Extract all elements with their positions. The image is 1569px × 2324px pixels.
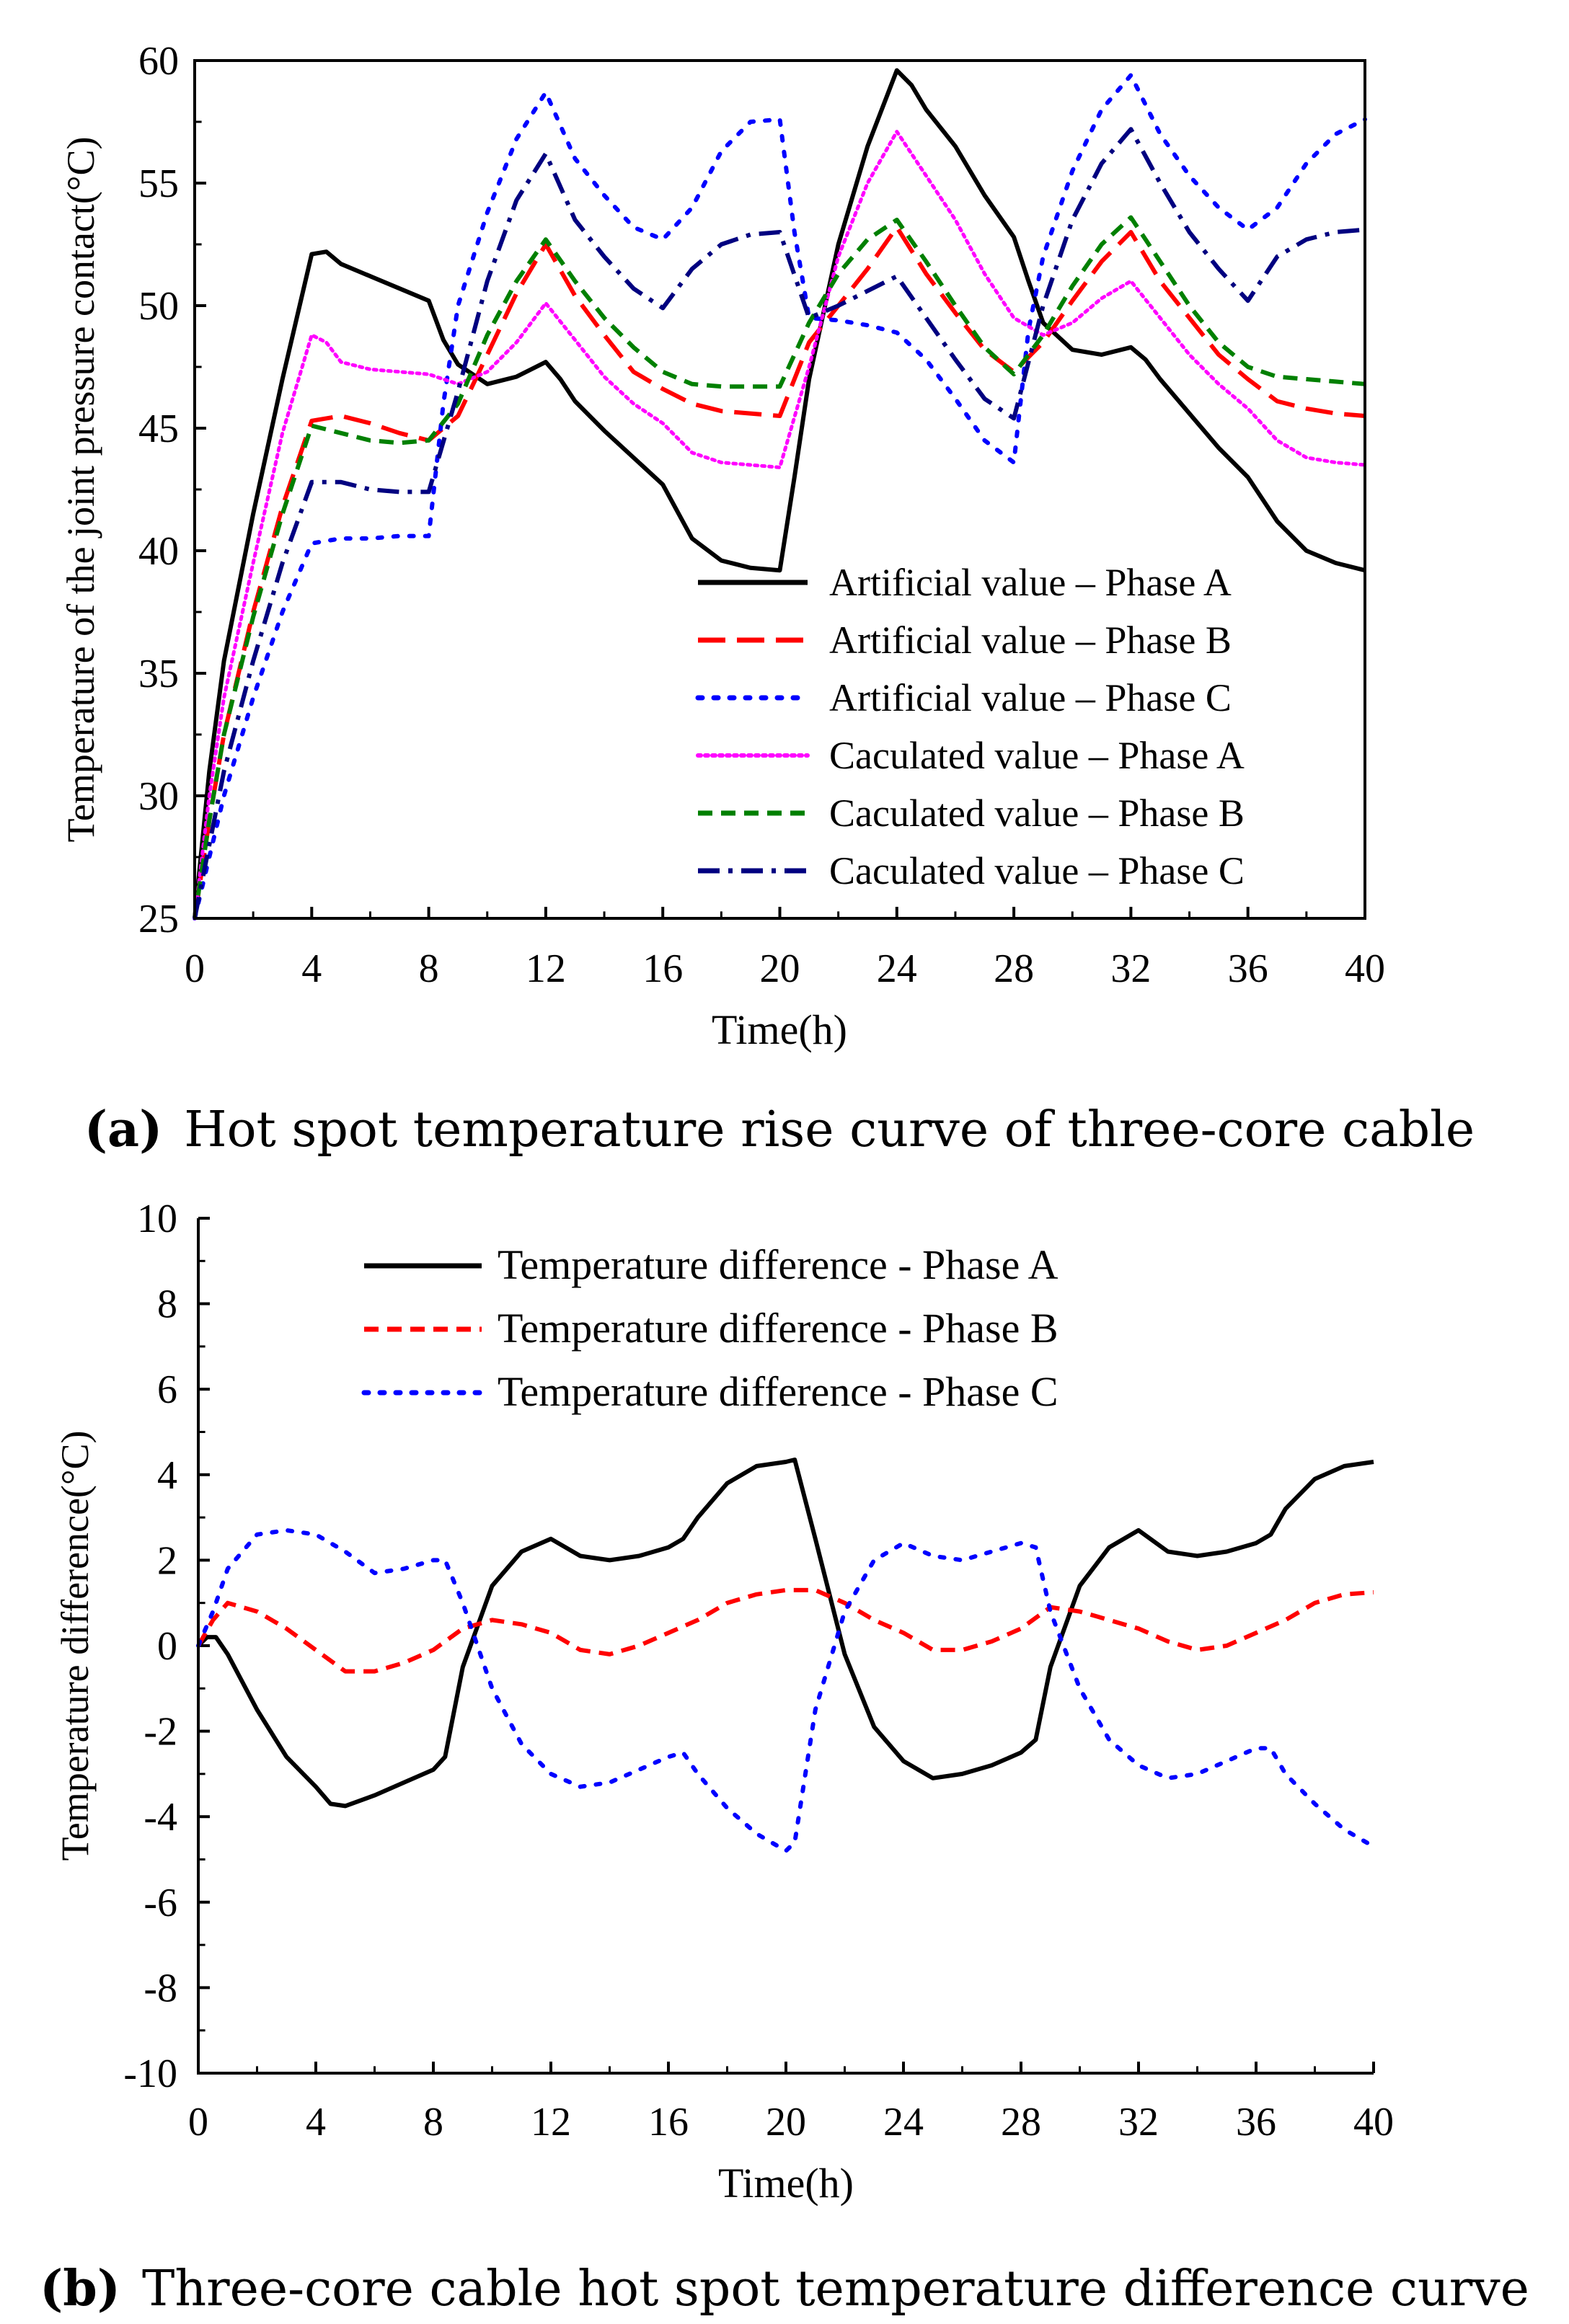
chart-b-caption-text: Three-core cable hot spot temperature di… [142, 2261, 1529, 2318]
chart-a-plot-frame [193, 59, 1366, 920]
series-line-6 [193, 127, 1366, 919]
legend-label: Temperature difference - Phase A [498, 1241, 1058, 1288]
chart-b-panel-label: (b) [40, 2260, 120, 2318]
legend-label: Artificial value – Phase A [829, 561, 1232, 604]
y-tick-label: 6 [157, 1367, 177, 1412]
y-tick-label: 25 [138, 897, 179, 941]
series-line-5 [193, 215, 1366, 919]
chart-a: 0 4 8 12 16 20 24 28 32 36 40 25 30 35 40 45 50 55 60 Time… [59, 39, 1475, 1158]
chart-a-caption-text: Hot spot temperature rise curve of three… [184, 1101, 1475, 1158]
x-tick-label: 8 [419, 946, 439, 991]
x-tick-label: 16 [648, 2100, 689, 2145]
series-line-1 [196, 1458, 1374, 1809]
y-tick-label: 2 [157, 1538, 177, 1583]
legend-label: Artificial value – Phase C [829, 676, 1232, 719]
chart-b-xlabel: Time(h) [718, 2160, 854, 2207]
y-tick-label: 50 [138, 284, 179, 329]
legend-label: Artificial value – Phase B [829, 618, 1232, 662]
y-tick-label: 60 [138, 39, 179, 84]
series-line-3 [193, 73, 1367, 921]
x-tick-label: 28 [1001, 2100, 1041, 2145]
x-tick-label: 40 [1353, 2100, 1394, 2145]
y-tick-label: 0 [157, 1624, 177, 1669]
series-line-1 [193, 68, 1366, 919]
chart-a-panel-label: (a) [84, 1101, 162, 1158]
y-tick-label: 45 [138, 407, 179, 451]
y-tick-label: -6 [143, 1881, 177, 1925]
x-tick-label: 28 [994, 946, 1034, 991]
x-tick-label: 20 [760, 946, 800, 991]
series-line-4 [193, 130, 1367, 921]
chart-b-series [196, 1458, 1376, 1853]
x-tick-label: 32 [1118, 2100, 1159, 2145]
chart-b-ylabel: Temperature difference(°C) [53, 1431, 97, 1861]
x-tick-label: 12 [531, 2100, 571, 2145]
y-tick-label: -2 [143, 1710, 177, 1755]
x-tick-label: 24 [883, 2100, 924, 2145]
series-line-3 [196, 1527, 1376, 1853]
x-tick-label: 32 [1110, 946, 1151, 991]
x-tick-label: 0 [188, 2100, 208, 2145]
y-tick-label: 40 [138, 529, 179, 574]
y-tick-label: 30 [138, 774, 179, 819]
y-tick-label: -4 [143, 1795, 177, 1840]
x-tick-label: 24 [877, 946, 917, 991]
chart-a-xlabel: Time(h) [712, 1006, 847, 1053]
chart-a-caption: (a) Hot spot temperature rise curve of th… [84, 1101, 1475, 1158]
y-tick-label: 35 [138, 652, 179, 696]
chart-a-legend: Artificial value – Phase A Artificial val… [695, 561, 1245, 892]
x-tick-label: 36 [1236, 2100, 1276, 2145]
y-tick-label: -8 [143, 1966, 177, 2010]
series-line-2 [193, 225, 1366, 919]
chart-b-axes [197, 1218, 1374, 2075]
y-tick-label: 55 [138, 161, 179, 206]
chart-b-caption: (b) Three-core cable hot spot temperature… [40, 2260, 1529, 2318]
x-tick-label: 16 [642, 946, 683, 991]
legend-label: Temperature difference - Phase B [498, 1305, 1058, 1352]
y-tick-label: 8 [157, 1282, 177, 1327]
x-tick-label: 20 [766, 2100, 806, 2145]
legend-label: Caculated value – Phase A [829, 734, 1245, 777]
y-tick-label: -10 [123, 2052, 177, 2096]
series-line-2 [196, 1587, 1374, 1674]
y-tick-label: 10 [137, 1197, 177, 1241]
chart-b-legend: Temperature difference - Phase A Temperat… [361, 1241, 1058, 1415]
x-tick-label: 0 [185, 946, 205, 991]
legend-label: Caculated value – Phase C [829, 849, 1245, 892]
x-tick-label: 8 [423, 2100, 443, 2145]
x-tick-label: 40 [1345, 946, 1385, 991]
legend-label: Temperature difference - Phase C [498, 1368, 1058, 1415]
chart-a-tick-labels: 0 4 8 12 16 20 24 28 32 36 40 25 30 35 40 45 50 55 60 [138, 39, 1385, 991]
chart-a-series [193, 68, 1367, 921]
chart-a-ylabel: Temperature of the joint pressure contac… [59, 137, 102, 843]
x-tick-label: 4 [301, 946, 322, 991]
y-tick-label: 4 [157, 1453, 177, 1498]
x-tick-label: 4 [306, 2100, 326, 2145]
x-tick-label: 36 [1228, 946, 1268, 991]
x-tick-label: 12 [526, 946, 566, 991]
legend-label: Caculated value – Phase B [829, 791, 1245, 835]
